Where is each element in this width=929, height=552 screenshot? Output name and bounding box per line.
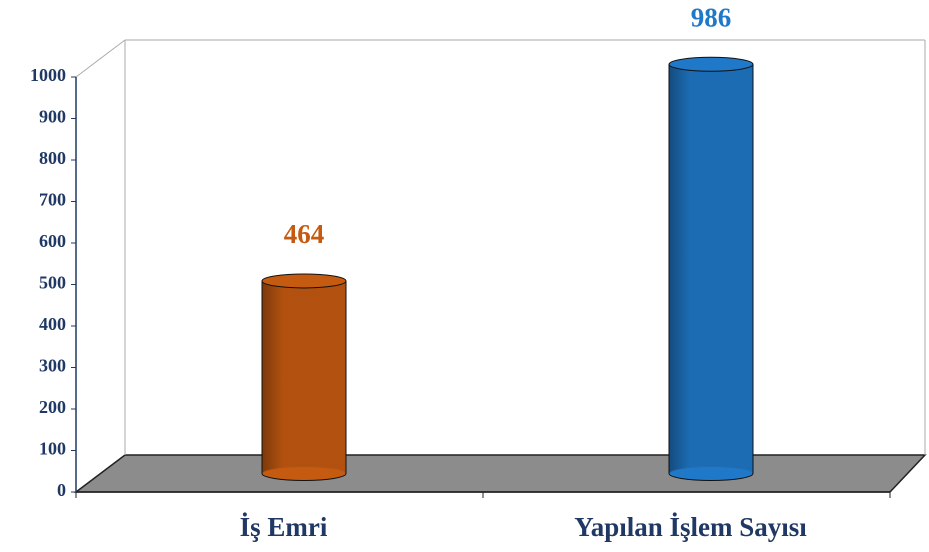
bar-top <box>668 56 754 72</box>
y-tick-label: 800 <box>39 148 66 168</box>
data-label: 986 <box>691 3 732 33</box>
y-tick-label: 100 <box>39 439 66 459</box>
y-tick-label: 600 <box>39 231 66 251</box>
y-tick-label: 500 <box>39 273 66 293</box>
y-tick-label: 400 <box>39 314 66 334</box>
y-tick-label: 0 <box>57 480 66 500</box>
floor <box>73 454 927 493</box>
y-tick-label: 900 <box>39 107 66 127</box>
bar <box>669 64 753 474</box>
y-tick-label: 700 <box>39 190 66 210</box>
wall-edge <box>75 39 126 78</box>
y-tick-label: 200 <box>39 397 66 417</box>
x-tick-label: Yapılan İşlem Sayısı <box>574 512 807 542</box>
bar-top <box>261 273 347 289</box>
y-tick-label: 300 <box>39 356 66 376</box>
bar <box>262 280 346 474</box>
y-tick-label: 1000 <box>30 65 66 85</box>
data-label: 464 <box>284 219 325 249</box>
x-tick-label: İş Emri <box>240 512 328 542</box>
